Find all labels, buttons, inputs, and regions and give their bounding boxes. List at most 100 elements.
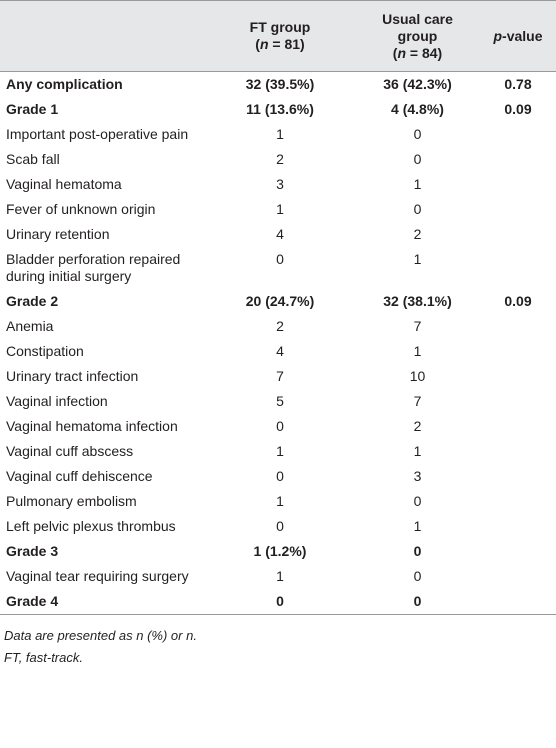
table-row: Any complication 32 (39.5%) 36 (42.3%) 0.78 [0,72,556,98]
table-row: Urinary retention 4 2 [0,222,556,247]
uc-value: 0 [413,543,422,559]
table-row: Grade 1 11 (13.6%) 4 (4.8%) 0.09 [0,97,556,122]
ft-value: 4 [276,343,284,359]
uc-value: 0 [413,201,422,217]
uc-value: 7 [413,318,422,334]
empty-cell [480,314,556,339]
empty-cell [480,414,556,439]
empty-cell [480,489,556,514]
ft-value: 1 [276,493,284,509]
uc-value: 0 [413,493,422,509]
table-row: Scab fall 2 0 [0,147,556,172]
table-body: Any complication 32 (39.5%) 36 (42.3%) 0.78… [0,72,556,615]
ft-value: 2 [276,151,284,167]
header-n: = 81) [268,36,305,52]
notes: Data are presented as n (%) or n. FT, fas… [0,615,556,669]
ft-value: 20 (24.7%) [245,293,315,309]
row-label: Any complication [6,76,123,92]
header-row: FT group (n = 81) Usual care group (n = 84… [0,0,556,72]
uc-value: 2 [413,418,422,434]
row-label: Scab fall [6,151,60,167]
uc-value: 0 [413,568,422,584]
uc-value: 0 [413,151,422,167]
table-row: Bladder perforation repaired during init… [0,247,556,289]
row-label: Vaginal cuff dehiscence [6,468,153,484]
table-row: Urinary tract infection 7 10 [0,364,556,389]
table-row: Grade 3 1 (1.2%) 0 [0,539,556,564]
row-label: Urinary retention [6,226,110,242]
empty-cell [480,364,556,389]
row-label: Vaginal tear requiring surgery [6,568,189,584]
row-label: Pulmonary embolism [6,493,137,509]
ft-value: 0 [205,589,355,615]
table-row: Anemia 2 7 [0,314,556,339]
header-cell: p-value [480,0,556,72]
uc-value: 7 [413,393,422,409]
ft-value: 0 [276,251,284,267]
row-label: Urinary tract infection [6,368,139,384]
table-row: Vaginal cuff abscess 1 1 [0,439,556,464]
empty-cell [480,464,556,489]
ft-value: 11 (13.6%) [246,101,314,117]
p-value: 0.09 [504,101,532,117]
uc-value: 10 [409,368,426,384]
empty-cell [480,197,556,222]
table-row: Vaginal hematoma 3 1 [0,172,556,197]
row-label: Vaginal hematoma [6,176,122,192]
uc-value: 32 (38.1%) [383,293,452,309]
uc-value: 36 (42.3%) [383,76,452,92]
row-label: Bladder perforation repaired during init… [6,251,181,284]
uc-value: 0 [355,589,480,615]
row-label: Grade 3 [6,543,59,559]
table-row: Vaginal infection 5 7 [0,389,556,414]
empty-cell [480,439,556,464]
row-label: Grade 4 [0,589,205,615]
header-p: -value [502,27,543,44]
empty-cell [480,222,556,247]
empty-cell [480,147,556,172]
header-title: FT group [249,19,311,35]
uc-value: 1 [413,176,422,192]
header-n: n [259,36,269,52]
ft-value: 0 [276,468,284,484]
note: FT, fast-track. [4,650,83,665]
empty-cell [480,339,556,364]
uc-value: 0 [413,126,422,142]
table-row: Constipation 4 1 [0,339,556,364]
row-label: Grade 2 [6,293,59,309]
ft-value: 0 [276,518,284,534]
header-cell: Usual care group (n = 84) [355,0,480,72]
table-row: Important post-operative pain 1 0 [0,122,556,147]
ft-value: 7 [276,368,284,384]
table-row: Left pelvic plexus thrombus 0 1 [0,514,556,539]
empty-cell [480,172,556,197]
uc-value: 1 [413,251,422,267]
uc-value: 1 [413,443,422,459]
p-value: 0.78 [504,76,532,92]
uc-value: 1 [413,518,422,534]
empty-cell [480,122,556,147]
ft-value: 1 [276,568,284,584]
ft-value: 5 [276,393,284,409]
complications-table: FT group (n = 81) Usual care group (n = 84… [0,0,556,615]
ft-value: 32 (39.5%) [245,76,315,92]
row-label: Anemia [6,318,54,334]
row-label: Grade 1 [6,101,59,117]
uc-value: 1 [413,343,422,359]
row-label: Constipation [6,343,84,359]
table-row: Vaginal cuff dehiscence 0 3 [0,464,556,489]
row-label: Fever of unknown origin [6,201,156,217]
uc-value: 2 [413,226,422,242]
row-label: Vaginal infection [6,393,108,409]
header-p: p [493,27,503,44]
header-n: ( [255,36,260,52]
header-blank [0,0,205,72]
header-n: ( [392,44,398,61]
ft-value: 1 [276,201,284,217]
empty-cell [480,247,556,289]
ft-value: 1 [276,443,284,459]
ft-value: 3 [276,176,284,192]
table-row: Vaginal tear requiring surgery 1 0 [0,564,556,589]
uc-value: 3 [413,468,422,484]
